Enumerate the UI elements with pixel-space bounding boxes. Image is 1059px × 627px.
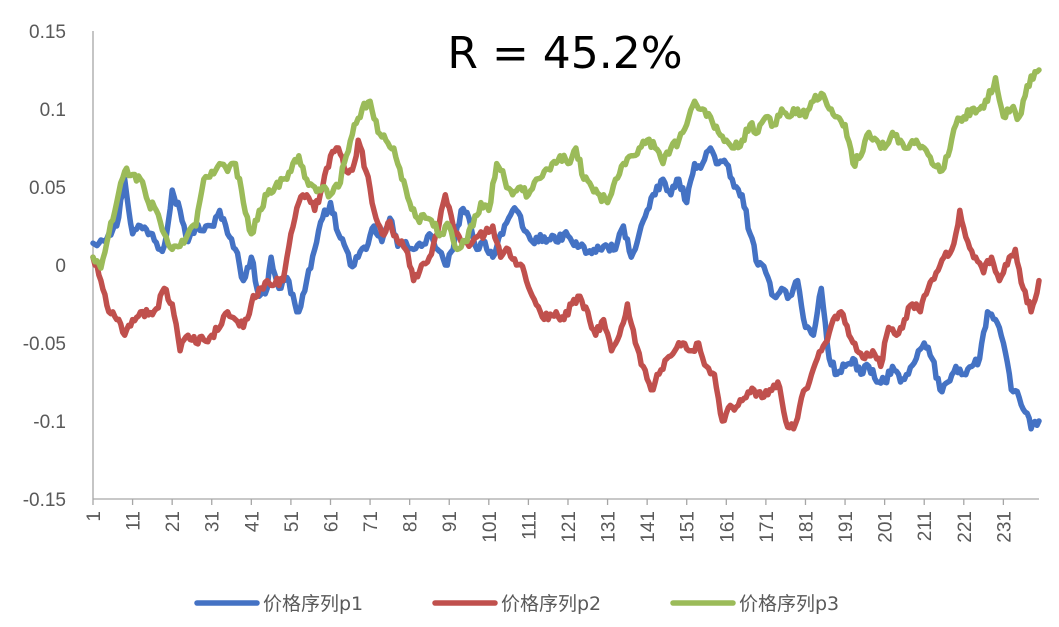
y-tick-label: -0.15 bbox=[23, 490, 66, 511]
x-tick-label: 131 bbox=[599, 511, 620, 543]
x-tick-label: 151 bbox=[678, 511, 699, 543]
legend-label-p3: 价格序列p3 bbox=[739, 593, 839, 615]
x-tick-label: 191 bbox=[836, 511, 857, 543]
legend-label-p2: 价格序列p2 bbox=[501, 593, 601, 615]
x-tick-label: 91 bbox=[440, 511, 461, 532]
x-tick-label: 21 bbox=[163, 511, 184, 532]
y-tick-label: 0.1 bbox=[40, 100, 66, 121]
x-tick-label: 111 bbox=[519, 511, 540, 540]
x-tick-label: 141 bbox=[638, 511, 659, 543]
x-tick-label: 121 bbox=[559, 511, 580, 543]
y-tick-label: -0.1 bbox=[33, 412, 66, 433]
series-line-p2 bbox=[90, 137, 1042, 432]
y-tick-label: -0.05 bbox=[23, 334, 66, 355]
x-tick-label: 231 bbox=[994, 511, 1015, 543]
x-tick-label: 31 bbox=[203, 511, 224, 532]
x-tick-label: 41 bbox=[242, 511, 263, 532]
x-tick-label: 201 bbox=[876, 511, 897, 543]
x-axis-ticks: 1 11 21 31 41 51 61 71 81 91 101 111 121 131 141 151 161… bbox=[84, 499, 1015, 543]
x-tick-label: 171 bbox=[757, 511, 778, 543]
y-axis-ticks: 0.15 0.1 0.05 0 -0.05 -0.1 -0.15 bbox=[23, 22, 66, 511]
x-tick-label: 161 bbox=[717, 511, 738, 543]
legend: 价格序列p1 价格序列p2 价格序列p3 bbox=[194, 593, 839, 615]
y-tick-label: 0 bbox=[55, 256, 66, 277]
y-tick-label: 0.05 bbox=[29, 178, 66, 199]
y-tick-label: 0.15 bbox=[29, 22, 66, 43]
x-tick-label: 71 bbox=[361, 511, 382, 532]
series-line-p3 bbox=[90, 67, 1042, 271]
series-line-p1 bbox=[90, 145, 1042, 432]
x-tick-label: 211 bbox=[915, 511, 936, 541]
x-tick-label: 101 bbox=[480, 511, 501, 543]
chart-title: R = 45.2% bbox=[447, 28, 682, 79]
x-tick-label: 51 bbox=[282, 511, 303, 532]
x-tick-label: 11 bbox=[124, 511, 145, 531]
series-layer bbox=[90, 67, 1042, 432]
x-tick-label: 181 bbox=[796, 511, 817, 543]
x-tick-label: 221 bbox=[955, 511, 976, 543]
x-tick-label: 81 bbox=[401, 511, 422, 532]
x-tick-label: 1 bbox=[84, 511, 105, 522]
x-tick-label: 61 bbox=[321, 511, 342, 532]
legend-label-p1: 价格序列p1 bbox=[263, 593, 363, 615]
